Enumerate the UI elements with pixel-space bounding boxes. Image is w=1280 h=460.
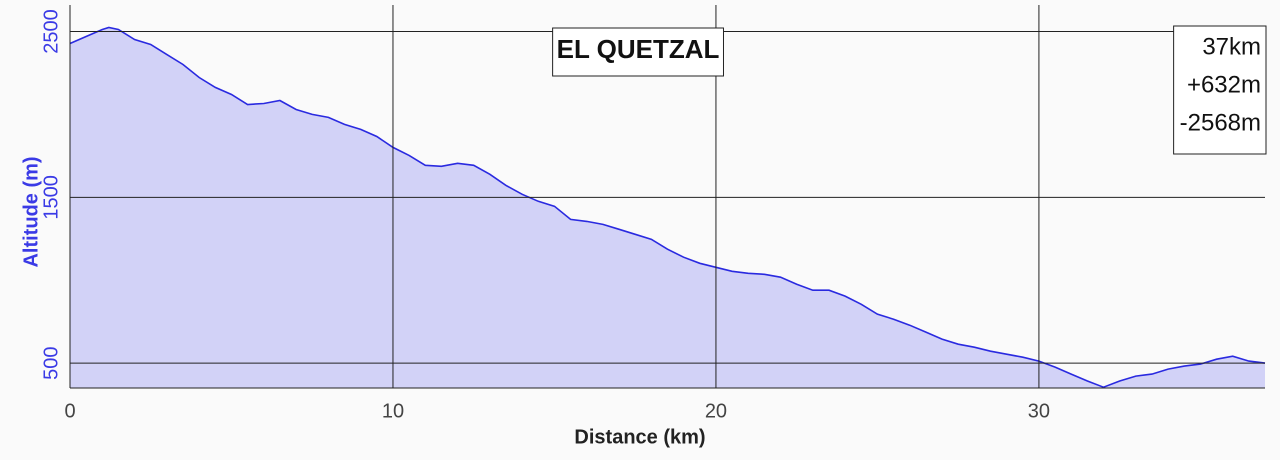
stat-line: 37km (1202, 33, 1261, 60)
x-tick-label: 20 (705, 400, 727, 422)
y-tick-label: 2500 (40, 9, 62, 54)
area-fill (70, 27, 1265, 388)
y-tick-label: 1500 (40, 175, 62, 220)
stats-box (1173, 25, 1267, 155)
altitude-line (69, 26, 1266, 389)
stat-line: -2568m (1180, 109, 1261, 136)
chart-title: EL QUETZAL (557, 34, 720, 64)
stat-line: +632m (1187, 71, 1261, 98)
y-axis-label: Altitude (m) (20, 156, 42, 267)
x-axis-label: Distance (km) (574, 426, 705, 448)
title-box (552, 27, 724, 77)
y-tick-label: 500 (40, 346, 62, 379)
x-tick-label: 0 (64, 400, 75, 422)
x-tick-label: 30 (1028, 400, 1050, 422)
x-tick-label: 10 (382, 400, 404, 422)
